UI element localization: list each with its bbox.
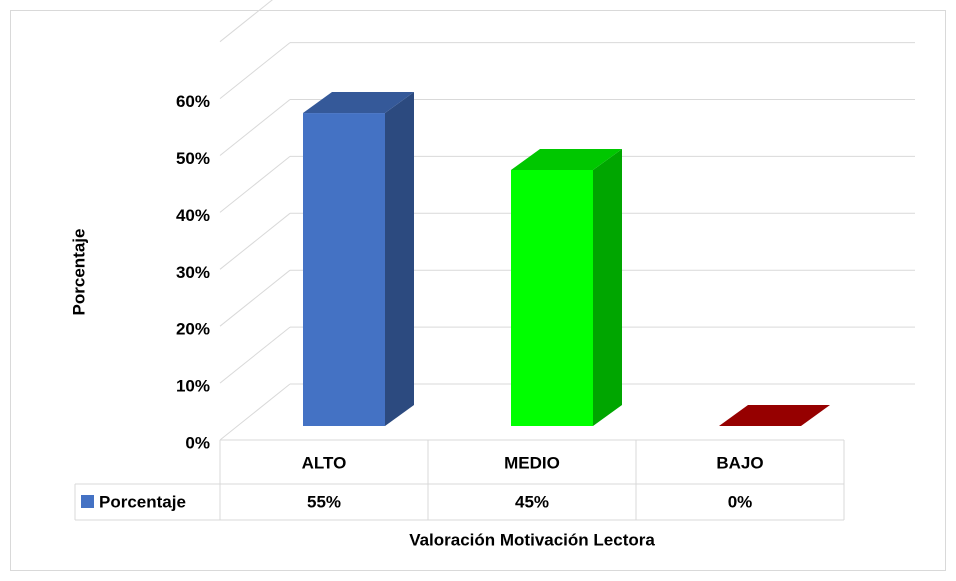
grid-line xyxy=(219,99,291,156)
legend-label: Porcentaje xyxy=(99,492,186,511)
data-label: 55% xyxy=(307,492,341,511)
y-tick-label: 60% xyxy=(176,92,210,111)
data-label: 0% xyxy=(728,492,753,511)
bar-side xyxy=(385,92,414,427)
y-tick-label: 0% xyxy=(185,433,210,452)
grid-line xyxy=(219,326,291,384)
x-axis-title: Valoración Motivación Lectora xyxy=(409,530,655,549)
bar-top xyxy=(719,405,830,426)
y-tick-label: 50% xyxy=(176,149,210,168)
y-tick-label: 10% xyxy=(176,377,210,396)
bar-top xyxy=(303,92,414,114)
y-tick-label: 40% xyxy=(176,206,210,225)
y-tick-label: 30% xyxy=(176,263,210,282)
grid-line xyxy=(219,42,291,99)
x-tick-label: ALTO xyxy=(302,453,347,472)
grid-line xyxy=(219,0,273,43)
x-tick-label: MEDIO xyxy=(504,453,560,472)
grid-line xyxy=(219,156,291,213)
grid-line xyxy=(219,212,291,270)
bar-side xyxy=(593,148,622,426)
bar-front xyxy=(303,113,385,427)
y-tick-label: 20% xyxy=(176,320,210,339)
chart-frame xyxy=(10,10,946,571)
grid-line xyxy=(219,383,291,441)
x-tick-label: BAJO xyxy=(716,453,763,472)
bar-front xyxy=(511,169,593,426)
grid-line xyxy=(219,269,291,327)
bar-top xyxy=(511,148,622,170)
y-axis-title: Porcentaje xyxy=(69,229,88,316)
legend-swatch xyxy=(81,495,94,508)
data-label: 45% xyxy=(515,492,549,511)
